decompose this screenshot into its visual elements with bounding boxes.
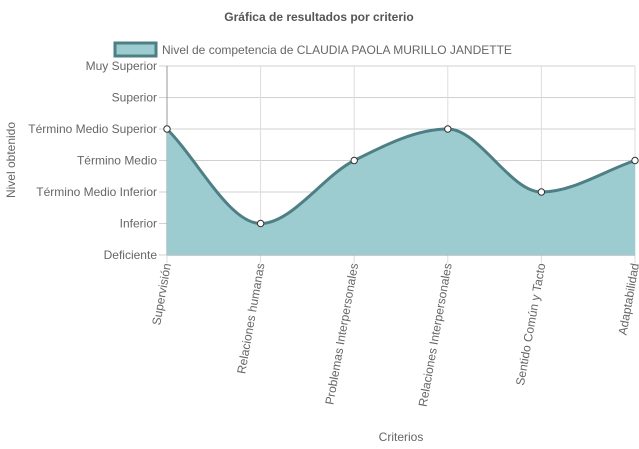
y-tick-label: Muy Superior bbox=[86, 59, 157, 73]
y-axis-label: Nivel obtenido bbox=[4, 122, 18, 198]
chart-title: Gráfica de resultados por criterio bbox=[224, 10, 413, 24]
x-tick-labels: Supervisión Relaciones humanas Problemas I… bbox=[149, 262, 639, 408]
legend[interactable]: Nivel de competencia de CLAUDIA PAOLA MU… bbox=[113, 41, 512, 58]
data-point[interactable] bbox=[444, 125, 452, 133]
y-tick-label: Término Medio Inferior bbox=[36, 185, 157, 199]
series-line bbox=[165, 127, 636, 226]
data-point[interactable] bbox=[256, 219, 265, 228]
x-tick-label: Sentido Común y Tacto bbox=[513, 262, 548, 387]
legend-swatch bbox=[113, 41, 158, 58]
x-tick-label: Supervisión bbox=[149, 262, 174, 326]
x-tick-label: Problemas Interpersonales bbox=[322, 262, 361, 406]
y-tick-label: Término Medio bbox=[77, 154, 157, 168]
data-point[interactable] bbox=[163, 125, 171, 133]
x-tick-label: Relaciones Interpersonales bbox=[416, 262, 455, 408]
x-axis-label: Criterios bbox=[379, 430, 424, 444]
x-tick-label: Relaciones humanas bbox=[234, 262, 267, 375]
data-point[interactable] bbox=[631, 156, 639, 165]
data-points bbox=[163, 125, 639, 228]
x-tick-label: Adaptabilidad bbox=[616, 262, 639, 336]
series-area-fill bbox=[167, 129, 635, 255]
legend-label: Nivel de competencia de CLAUDIA PAOLA MU… bbox=[162, 43, 512, 57]
y-tick-label: Inferior bbox=[120, 217, 157, 231]
series-area bbox=[165, 127, 636, 255]
y-tick-labels: Deficiente Inferior Término Medio Inferior… bbox=[28, 59, 157, 262]
y-tick-label: Superior bbox=[112, 91, 157, 105]
y-tick-label: Término Medio Superior bbox=[28, 122, 157, 136]
data-point[interactable] bbox=[350, 156, 358, 165]
data-point[interactable] bbox=[537, 188, 546, 196]
y-tick-label: Deficiente bbox=[104, 248, 158, 262]
